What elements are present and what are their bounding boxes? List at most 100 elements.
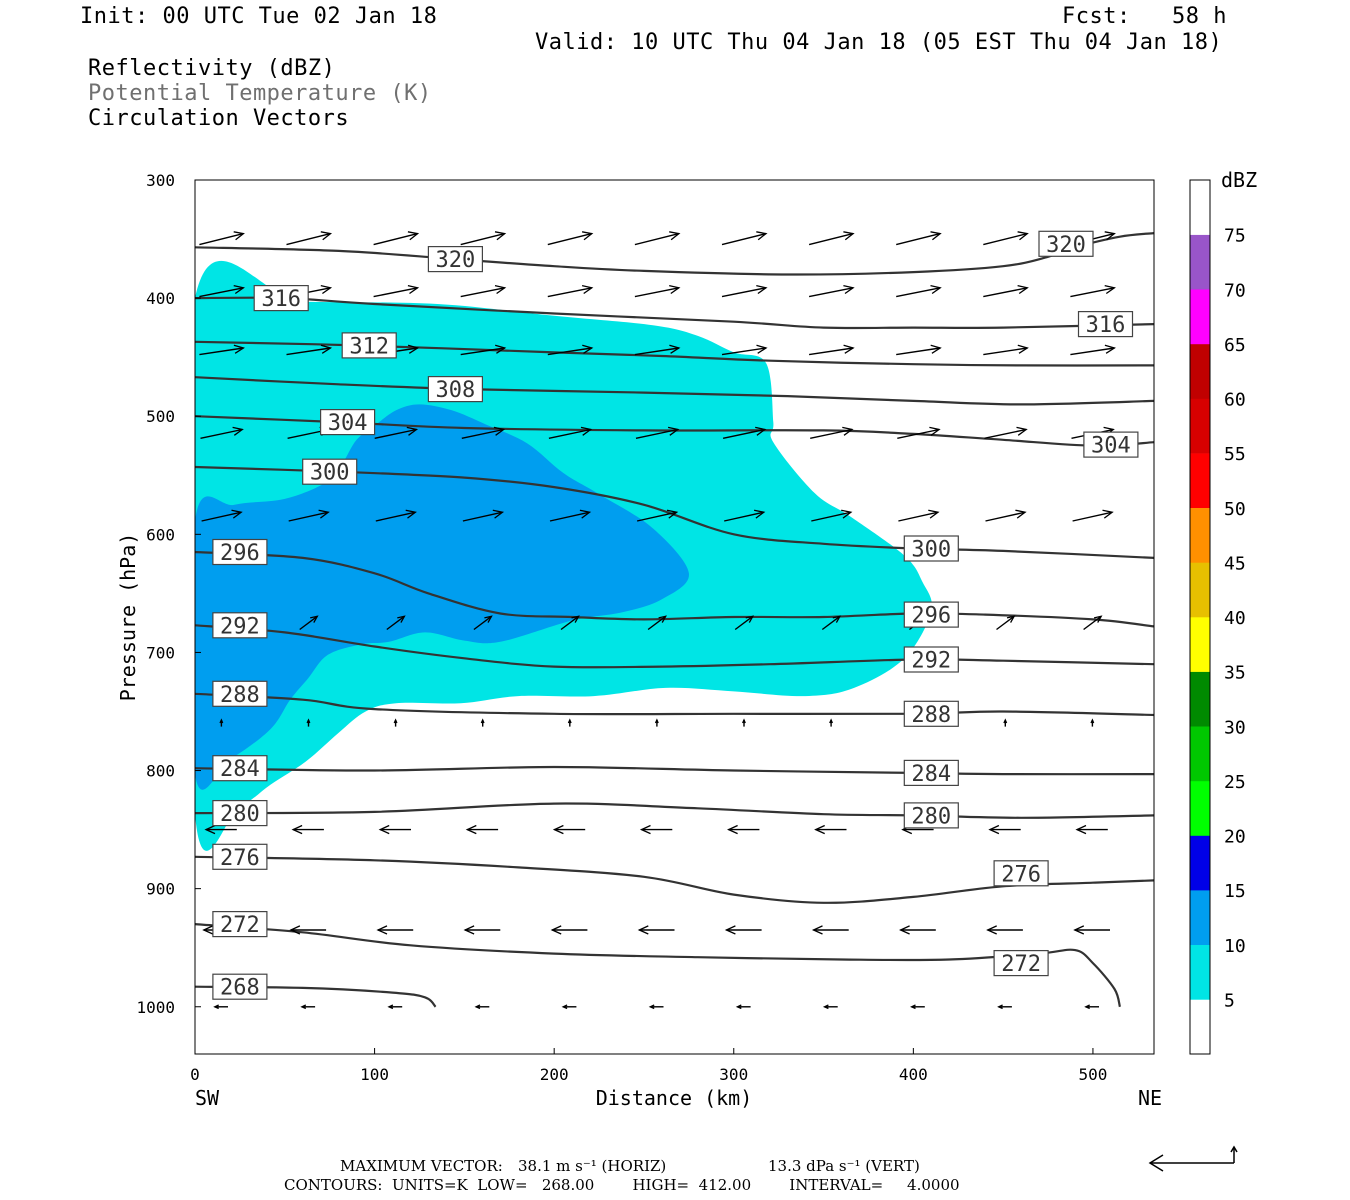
colorbar-tick-label: 30 bbox=[1224, 717, 1246, 738]
valid-time: Valid: 10 UTC Thu 04 Jan 18 (05 EST Thu … bbox=[535, 30, 1223, 55]
theta-contour-272 bbox=[195, 923, 1121, 1008]
field-potential-temperature: Potential Temperature (K) bbox=[88, 81, 432, 106]
circulation-vector bbox=[724, 925, 762, 935]
theta-contour-layer bbox=[195, 232, 1154, 1008]
colorbar-segment bbox=[1190, 671, 1210, 727]
circulation-vector bbox=[204, 824, 237, 835]
contour-label-280: 280 bbox=[212, 799, 268, 827]
circulation-vector bbox=[200, 426, 244, 439]
colorbar-tick-label: 75 bbox=[1224, 226, 1246, 247]
contour-label-text: 288 bbox=[220, 683, 260, 708]
field-circulation-vectors: Circulation Vectors bbox=[88, 106, 350, 131]
contour-label-text: 276 bbox=[220, 846, 260, 871]
circulation-vector bbox=[460, 231, 507, 246]
colorbar-tick-label: 50 bbox=[1224, 499, 1246, 520]
contour-label-312: 312 bbox=[341, 332, 397, 359]
x-tick-label: 100 bbox=[360, 1065, 389, 1084]
circulation-vector bbox=[547, 231, 594, 246]
colorbar: 5 10 15 20 25 30 35 40 45 50 55 60 65 70 75 bbox=[1189, 179, 1246, 1055]
circulation-vector bbox=[985, 509, 1027, 522]
contour-label-text: 320 bbox=[1046, 233, 1086, 258]
circulation-vector bbox=[393, 718, 398, 727]
circulation-vector bbox=[289, 925, 327, 935]
circulation-vector bbox=[461, 426, 506, 439]
circulation-vector bbox=[983, 344, 1029, 356]
contour-label-284: 284 bbox=[212, 755, 268, 782]
contour-label-272: 272 bbox=[993, 949, 1049, 977]
colorbar-segment bbox=[1190, 726, 1210, 782]
contour-label-text: 292 bbox=[220, 614, 260, 639]
colorbar-tick-label: 35 bbox=[1224, 663, 1246, 684]
contour-label-text: 300 bbox=[911, 538, 951, 563]
y-tick-label: 300 bbox=[146, 171, 175, 190]
contour-label-text: 308 bbox=[436, 378, 476, 403]
circulation-vector bbox=[811, 925, 849, 935]
contour-label-text: 272 bbox=[1001, 952, 1041, 977]
circulation-vector bbox=[829, 718, 833, 727]
y-axis-label: Pressure (hPa) bbox=[116, 533, 140, 702]
circulation-vector bbox=[988, 824, 1021, 835]
circulation-vector bbox=[1070, 344, 1116, 356]
contour-label-text: 316 bbox=[1086, 313, 1126, 338]
contour-label-layer: 268 272 272 276 276 280 280 284 284 288 288 292 292 2… bbox=[212, 230, 1139, 1001]
circulation-vector bbox=[463, 925, 501, 935]
circulation-vector bbox=[896, 284, 942, 298]
circulation-vector bbox=[821, 615, 842, 631]
contour-label-276: 276 bbox=[212, 843, 268, 871]
circulation-vector bbox=[387, 1004, 403, 1010]
circulation-vector bbox=[465, 824, 499, 835]
colorbar-segment bbox=[1190, 180, 1210, 235]
circulation-vector bbox=[547, 344, 594, 356]
contour-label-text: 284 bbox=[911, 762, 951, 787]
circulation-vector bbox=[634, 284, 681, 298]
contour-label-316: 316 bbox=[1077, 311, 1134, 338]
colorbar-tick-label: 45 bbox=[1224, 553, 1246, 574]
theta-contour-320 bbox=[195, 232, 1154, 276]
colorbar-tick-label: 65 bbox=[1224, 335, 1246, 356]
colorbar-tick-label: 40 bbox=[1224, 608, 1246, 629]
contour-label-304: 304 bbox=[320, 409, 376, 436]
contour-label-text: 292 bbox=[911, 649, 951, 674]
circulation-vector bbox=[378, 824, 411, 835]
max-vector-label: MAXIMUM VECTOR: bbox=[340, 1157, 503, 1175]
circulation-vector bbox=[654, 718, 659, 727]
contour-label-268: 268 bbox=[212, 973, 268, 1001]
y-tick-label: 500 bbox=[146, 407, 175, 426]
circulation-vector bbox=[374, 426, 419, 439]
circulation-vector bbox=[648, 1004, 664, 1010]
colorbar-title: dBZ bbox=[1221, 168, 1257, 192]
circulation-vector bbox=[462, 509, 505, 522]
x-tick-label: 0 bbox=[190, 1065, 200, 1084]
circulation-vector bbox=[1084, 1004, 1099, 1010]
circulation-vector bbox=[639, 824, 673, 835]
circulation-vector bbox=[727, 824, 760, 835]
contour-label-text: 316 bbox=[261, 287, 301, 312]
circulation-vector bbox=[474, 1004, 490, 1010]
x-tick-label: 500 bbox=[1078, 1065, 1107, 1084]
circulation-vector bbox=[734, 615, 755, 631]
colorbar-tick-label: 55 bbox=[1224, 444, 1246, 465]
circulation-vector bbox=[814, 824, 847, 835]
contour-label-288: 288 bbox=[903, 700, 959, 728]
contours-info: CONTOURS: UNITS=K LOW= 268.00 HIGH= 412.… bbox=[284, 1176, 960, 1194]
circulation-vector bbox=[896, 344, 942, 356]
y-tick-label: 700 bbox=[146, 643, 175, 662]
contour-label-296: 296 bbox=[212, 538, 268, 566]
contour-label-text: 296 bbox=[220, 541, 260, 566]
circulation-vector bbox=[550, 925, 588, 935]
contour-label-320: 320 bbox=[427, 246, 483, 273]
circulation-vector bbox=[199, 231, 245, 246]
circulation-vector bbox=[735, 1004, 751, 1010]
theta-contour-284 bbox=[195, 765, 1154, 776]
x-axis-right-label: NE bbox=[1138, 1086, 1162, 1110]
max-vector-vert: 13.3 dPa s⁻¹ (VERT) bbox=[768, 1157, 920, 1175]
theta-contour-300 bbox=[195, 465, 1154, 559]
x-tick-label: 300 bbox=[719, 1065, 748, 1084]
circulation-vector bbox=[299, 615, 319, 631]
field-reflectivity: Reflectivity (dBZ) bbox=[88, 56, 336, 81]
circulation-vector bbox=[561, 1004, 577, 1010]
contour-label-text: 280 bbox=[911, 804, 951, 829]
colorbar-segment bbox=[1190, 562, 1210, 618]
colorbar-tick-label: 20 bbox=[1224, 827, 1246, 848]
circulation-vector bbox=[560, 615, 580, 631]
